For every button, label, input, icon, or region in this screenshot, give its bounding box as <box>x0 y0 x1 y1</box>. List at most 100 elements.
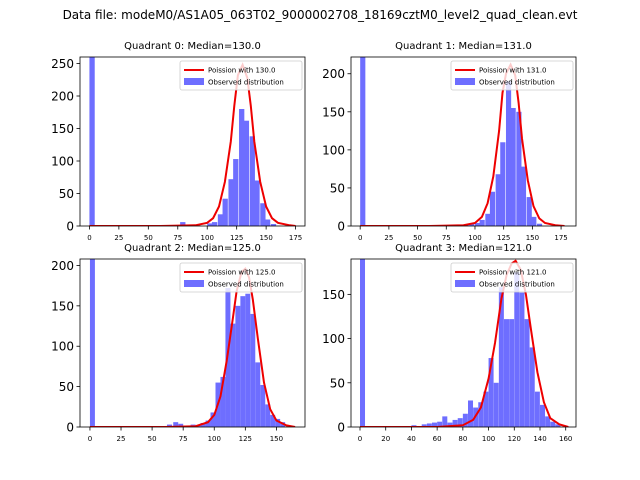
histogram-bar <box>243 120 250 226</box>
histogram-bar <box>211 222 218 226</box>
x-tick-label: 100 <box>468 234 481 242</box>
histogram-bar <box>245 293 251 427</box>
legend-bar-swatch <box>184 78 204 85</box>
histogram-bar <box>504 319 510 427</box>
histogram-bar <box>479 219 485 226</box>
legend-bar-label: Observed distribution <box>479 79 555 87</box>
y-tick-label: 150 <box>322 105 345 119</box>
histogram-bar <box>173 422 179 427</box>
legend-box <box>450 262 574 293</box>
y-tick-label: 0 <box>337 421 345 435</box>
histogram-bar <box>529 347 535 427</box>
legend-bar-label: Observed distribution <box>208 281 284 289</box>
x-tick-label: 175 <box>289 234 302 242</box>
quadrant-1-plot-area <box>360 57 565 226</box>
histogram-bar <box>514 272 520 427</box>
histogram-bar <box>493 382 499 427</box>
quadrant-1-title: Quadrant 1: Median=131.0 <box>395 41 532 52</box>
histogram-bar <box>495 174 501 226</box>
x-tick-label: 0 <box>87 234 91 242</box>
y-tick-label: 100 <box>322 332 345 346</box>
axes-frame <box>79 258 306 428</box>
x-tick-label: 150 <box>270 435 283 443</box>
histogram-bar <box>447 422 453 427</box>
histogram-bar <box>360 259 366 427</box>
histogram-bar <box>264 219 271 226</box>
y-tick-label: 150 <box>51 122 74 136</box>
histogram-bar <box>254 180 260 226</box>
histogram-bar <box>421 424 427 427</box>
quadrant-3-plot-area <box>360 259 569 427</box>
histogram-bar <box>468 400 474 427</box>
x-tick-label: 50 <box>144 234 153 242</box>
y-tick-label: 50 <box>330 181 345 195</box>
axes-frame <box>350 258 577 428</box>
histogram-bar <box>260 203 266 226</box>
histogram-bar <box>526 197 532 226</box>
x-tick-label: 160 <box>559 435 572 443</box>
histogram-bar <box>265 404 271 427</box>
x-tick-label: 150 <box>259 234 272 242</box>
y-tick-label: 150 <box>51 299 74 313</box>
histogram-bar <box>483 391 489 427</box>
legend-line-label: Poission with 131.0 <box>479 67 547 75</box>
legend-bar-label: Observed distribution <box>479 281 555 289</box>
x-tick-label: 25 <box>117 435 126 443</box>
histogram-bar <box>167 424 172 427</box>
quadrant-0-legend: Poission with 130.0 Observed distribution <box>179 60 303 91</box>
x-tick-label: 120 <box>508 435 521 443</box>
histogram-bar <box>270 224 277 226</box>
histogram-bar <box>210 412 216 427</box>
histogram-bar <box>275 418 281 427</box>
histogram-bar <box>180 222 186 226</box>
histogram-bar <box>89 259 95 427</box>
legend-box <box>179 262 303 293</box>
x-tick-label: 125 <box>497 234 510 242</box>
axes-frame <box>350 56 577 227</box>
histogram-bar <box>260 385 266 427</box>
x-tick-label: 20 <box>381 435 390 443</box>
histogram-bar <box>500 142 506 226</box>
x-tick-label: 75 <box>173 234 182 242</box>
histogram-bar <box>432 422 438 427</box>
y-tick-label: 150 <box>322 288 345 302</box>
histogram-bar <box>498 287 504 427</box>
histogram-bar <box>462 413 468 427</box>
histogram-bar <box>207 223 213 226</box>
x-tick-label: 150 <box>526 234 539 242</box>
y-tick-label: 50 <box>59 380 74 394</box>
quadrant-2-panel: Quadrant 2: Median=125.0 0 25 50 75 100 125 150… <box>51 243 306 443</box>
quadrant-3-title: Quadrant 3: Median=121.0 <box>395 243 532 254</box>
x-tick-label: 0 <box>358 234 362 242</box>
histogram-bar <box>474 222 481 226</box>
quadrant-3-panel: Quadrant 3: Median=121.0 0 20 40 60 80 100 120 1… <box>322 243 577 443</box>
x-tick-label: 25 <box>384 234 393 242</box>
histogram-bar <box>540 404 546 427</box>
x-tick-label: 125 <box>230 234 243 242</box>
quadrant-0-panel: Quadrant 0: Median=130.0 0 25 50 75 100 125 150… <box>51 41 306 242</box>
y-tick-label: 200 <box>51 259 74 273</box>
y-tick-label: 0 <box>66 220 74 234</box>
histogram-bar <box>426 423 432 427</box>
histogram-bar <box>250 313 256 427</box>
histogram-bar <box>239 109 245 226</box>
histogram-bar <box>255 362 261 427</box>
histogram-bar <box>228 179 234 226</box>
histogram-bar <box>200 422 206 427</box>
histogram-bar <box>516 111 522 226</box>
histogram-bar <box>531 216 537 226</box>
y-tick-label: 50 <box>330 376 345 390</box>
x-tick-label: 40 <box>407 435 416 443</box>
x-tick-label: 75 <box>179 435 188 443</box>
x-tick-label: 175 <box>554 234 567 242</box>
quadrant-1-legend: Poission with 131.0 Observed distribution <box>450 60 574 91</box>
x-tick-label: 0 <box>88 435 92 443</box>
axes-frame <box>79 56 306 227</box>
quadrant-3-legend: Poission with 121.0 Observed distribution <box>450 262 574 293</box>
histogram-bar <box>550 421 556 427</box>
histogram-bar <box>249 136 255 226</box>
histogram-bar <box>478 402 484 427</box>
x-tick-label: 140 <box>533 435 546 443</box>
x-tick-label: 100 <box>482 435 495 443</box>
